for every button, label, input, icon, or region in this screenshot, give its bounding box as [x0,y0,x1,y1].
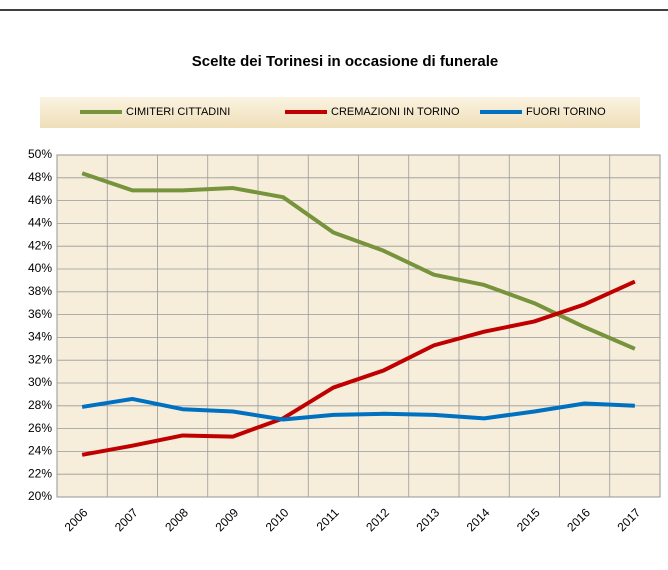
x-tick-label: 2012 [363,505,392,534]
y-tick-label: 26% [28,421,52,435]
y-tick-label: 48% [28,170,52,184]
x-tick-label: 2016 [564,505,593,534]
y-tick-label: 22% [28,466,52,480]
y-tick-label: 28% [28,398,52,412]
x-tick-label: 2014 [464,505,493,534]
x-tick-label: 2007 [112,505,141,534]
y-tick-label: 32% [28,352,52,366]
series-line [81,171,636,351]
x-tick-label: 2006 [62,505,91,534]
x-tick-label: 2008 [162,505,191,534]
y-tick-label: 30% [28,375,52,389]
y-tick-label: 50% [28,147,52,161]
x-tick-label: 2009 [212,505,241,534]
x-tick-label: 2013 [413,505,442,534]
y-tick-label: 46% [28,193,52,207]
series-line [81,279,636,457]
legend-label: CIMITERI CITTADINI [126,106,230,118]
x-tick-label: 2017 [614,505,643,534]
y-tick-label: 36% [28,307,52,321]
x-tick-label: 2011 [314,505,342,533]
y-tick-label: 20% [28,489,52,503]
y-tick-label: 40% [28,261,52,275]
chart-title: Scelte dei Torinesi in occasione di fune… [192,53,498,70]
y-tick-label: 44% [28,216,52,230]
legend-box [40,97,640,128]
y-tick-label: 42% [28,238,52,252]
y-tick-label: 38% [28,284,52,298]
legend-label: CREMAZIONI IN TORINO [331,106,460,118]
x-tick-label: 2010 [263,505,292,534]
x-tick-label: 2015 [514,505,543,534]
series-line [81,396,635,422]
legend-label: FUORI TORINO [526,106,606,118]
y-tick-label: 34% [28,330,52,344]
y-tick-label: 24% [28,444,52,458]
